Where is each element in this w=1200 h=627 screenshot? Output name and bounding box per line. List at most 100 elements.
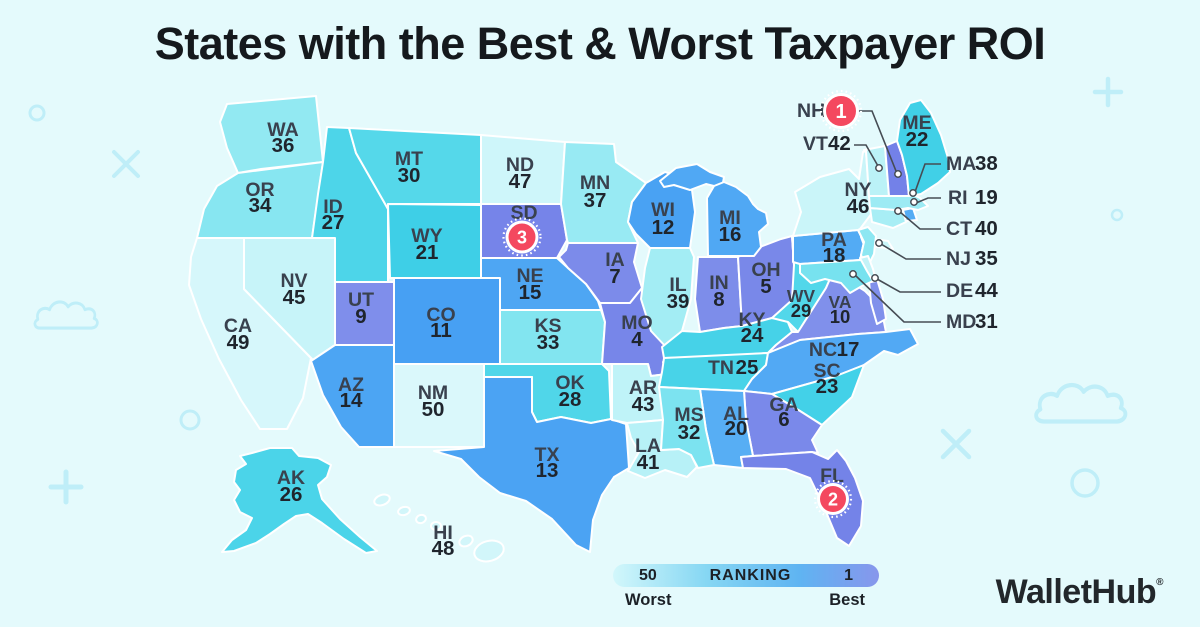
rank-badge-FL: 2 [813, 479, 853, 519]
state-AZ [310, 344, 395, 448]
leader-dot-MD [849, 270, 857, 278]
state-abbr-OK: OK [555, 372, 584, 394]
leader-line-NH [858, 110, 897, 172]
cloud-decoration-icon [1034, 382, 1128, 424]
state-abbr-AK: AK [277, 467, 305, 489]
state-HI [430, 521, 442, 531]
state-rank-TX: 13 [536, 459, 559, 482]
state-rank-HI: 48 [432, 537, 455, 560]
legend-worst-caption: Worst [625, 591, 672, 609]
state-rank-ID: 27 [322, 211, 345, 234]
circle-decoration-icon [28, 104, 46, 122]
state-abbr-NY: NY [844, 179, 871, 201]
state-rank-NY: 46 [847, 195, 870, 218]
callout-abbr-MA: MA [946, 153, 976, 175]
state-abbr-HI: HI [433, 522, 453, 544]
state-abbr-WV: WV [787, 286, 816, 306]
state-rank-NC: 17 [837, 338, 860, 361]
leader-line-NJ [880, 243, 941, 260]
state-rank-MN: 37 [584, 189, 607, 212]
legend-best-value: 1 [844, 566, 853, 584]
callout-rank-MA: 38 [975, 152, 998, 175]
states-layer [188, 95, 951, 563]
leader-dot-RI [910, 198, 918, 206]
state-abbr-AZ: AZ [338, 374, 364, 396]
state-MS [658, 386, 715, 469]
callout-abbr-RI: RI [948, 187, 968, 209]
callout-rank-MD: 31 [975, 310, 998, 333]
callout-rank-RI: 19 [975, 186, 998, 209]
state-rank-IA: 7 [609, 265, 620, 288]
state-rank-MI: 16 [719, 223, 742, 246]
cross-decoration-icon [940, 428, 972, 460]
state-abbr-TX: TX [535, 444, 560, 466]
callout-abbr-MD: MD [946, 311, 976, 333]
state-rank-WY: 21 [416, 241, 439, 264]
legend-worst-value: 50 [639, 566, 657, 584]
state-HI [397, 505, 411, 517]
circle-decoration-icon [1070, 468, 1100, 498]
callout-abbr-CT: CT [946, 218, 972, 240]
state-HI [373, 493, 391, 507]
background-decorations [28, 76, 1128, 505]
state-FL [740, 449, 864, 547]
rank-badge-SD: 3 [502, 217, 542, 257]
state-MD [799, 259, 874, 294]
wallethub-logo-text: WalletHub [995, 573, 1157, 611]
circle-decoration-icon [1110, 208, 1124, 222]
state-abbr-IL: IL [669, 274, 686, 296]
state-abbr-WA: WA [267, 119, 298, 141]
state-rank-ND: 47 [509, 170, 532, 193]
state-rank-IL: 39 [667, 290, 690, 313]
page-title: States with the Best & Worst Taxpayer RO… [154, 18, 1046, 69]
state-abbr-CA: CA [224, 315, 252, 337]
state-rank-OH: 5 [760, 275, 771, 298]
badge-scallop-ring [502, 217, 542, 257]
legend-gradient-bar: 50 RANKING 1 [613, 564, 879, 587]
state-abbr-AR: AR [629, 377, 657, 399]
state-abbr-MN: MN [580, 172, 610, 194]
rank-badges-layer: 123 [502, 89, 863, 519]
state-abbr-ME: ME [902, 112, 931, 134]
legend-title: RANKING [709, 566, 792, 584]
state-rank-TN: 25 [736, 356, 759, 379]
state-rank-LA: 41 [637, 451, 660, 474]
callout-abbr-NJ: NJ [946, 248, 971, 270]
badge-circle [826, 96, 856, 126]
badge-rank-number: 2 [828, 490, 838, 510]
state-abbr-OH: OH [751, 259, 780, 281]
callout-rank-DE: 44 [975, 279, 998, 302]
plus-decoration-icon [48, 469, 84, 505]
state-rank-WV: 29 [791, 300, 812, 321]
state-HI [415, 513, 427, 525]
leader-line-MA [914, 163, 941, 193]
cross-decoration-icon [112, 150, 140, 178]
badge-rank-number: 1 [835, 101, 846, 123]
state-rank-CA: 49 [227, 331, 250, 354]
state-HI [473, 539, 505, 563]
wallethub-logo: WalletHub® [995, 573, 1164, 612]
state-abbr-NM: NM [418, 382, 448, 404]
leader-line-MD [855, 275, 941, 323]
callout-abbr-NH: NH [797, 100, 825, 122]
state-AK [221, 447, 378, 554]
state-rank-NM: 50 [422, 398, 445, 421]
state-TX [433, 376, 630, 553]
state-abbr-CO: CO [426, 304, 455, 326]
state-rank-SC: 23 [816, 375, 839, 398]
state-rank-CO: 11 [430, 319, 452, 342]
state-rank-ME: 22 [906, 128, 929, 151]
state-ME [896, 99, 951, 197]
state-abbr-NC: NC [809, 339, 837, 361]
state-rank-WI: 12 [652, 216, 675, 239]
state-abbr-ID: ID [323, 196, 343, 218]
leader-dot-DE [871, 274, 879, 282]
state-abbr-GA: GA [769, 394, 798, 416]
badge-rank-number: 3 [517, 228, 527, 248]
leader-dot-NJ [875, 239, 883, 247]
state-rank-NV: 45 [283, 286, 306, 309]
state-abbr-WI: WI [651, 199, 675, 221]
state-abbr-NV: NV [280, 270, 307, 292]
